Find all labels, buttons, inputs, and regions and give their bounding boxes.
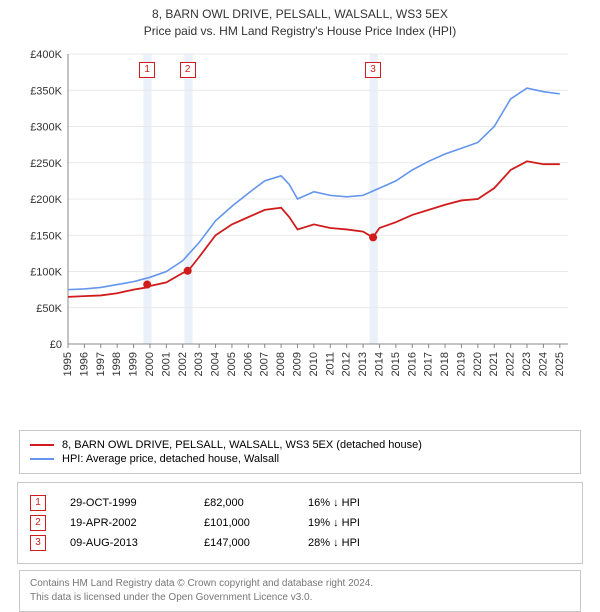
line-chart: £0 £50K £100K £150K £200K £250K £300K £350K £400…: [20, 44, 580, 394]
x-axis-label: 2006: [242, 352, 254, 376]
transaction-row: 3 09-AUG-2013 £147,000 28% ↓ HPI: [30, 535, 570, 551]
y-axis-label: £0: [50, 339, 62, 351]
x-axis-label: 1998: [111, 352, 123, 376]
y-axis-label: £200K: [30, 194, 62, 206]
x-axis-label: 1999: [128, 352, 140, 376]
x-axis-label: 2023: [521, 352, 533, 376]
x-axis-label: 2001: [160, 352, 172, 376]
marker-label: 2: [180, 62, 196, 78]
transaction-marker: 2: [30, 515, 46, 531]
x-axis-label: 2003: [193, 352, 205, 376]
x-axis-label: 2024: [537, 352, 549, 376]
transaction-marker: 3: [30, 535, 46, 551]
footer-attribution: Contains HM Land Registry data © Crown c…: [19, 570, 581, 612]
x-axis-label: 1996: [78, 352, 90, 376]
transaction-price: £101,000: [204, 517, 284, 529]
x-axis-label: 2009: [292, 352, 304, 376]
x-axis-label: 2021: [488, 352, 500, 376]
transaction-price: £147,000: [204, 537, 284, 549]
transaction-date: 29-OCT-1999: [70, 497, 180, 509]
chart-titles: 8, BARN OWL DRIVE, PELSALL, WALSALL, WS3…: [0, 0, 600, 40]
x-axis-label: 2014: [373, 352, 385, 376]
y-axis-label: £300K: [30, 121, 62, 133]
y-axis-label: £50K: [36, 302, 62, 314]
y-axis-label: £150K: [30, 230, 62, 242]
marker-dot: [369, 233, 377, 241]
y-axis-label: £400K: [30, 49, 62, 61]
legend-item: 8, BARN OWL DRIVE, PELSALL, WALSALL, WS3…: [30, 439, 570, 451]
transaction-date: 09-AUG-2013: [70, 537, 180, 549]
x-axis-label: 2008: [275, 352, 287, 376]
series-hpi: [68, 88, 560, 290]
legend: 8, BARN OWL DRIVE, PELSALL, WALSALL, WS3…: [19, 430, 581, 474]
x-axis-label: 2019: [455, 352, 467, 376]
chart-container: £0 £50K £100K £150K £200K £250K £300K £350K £400…: [20, 44, 580, 394]
title-line-1: 8, BARN OWL DRIVE, PELSALL, WALSALL, WS3…: [0, 6, 600, 23]
footer-line-1: Contains HM Land Registry data © Crown c…: [30, 577, 570, 591]
transaction-hpi: 19% ↓ HPI: [308, 517, 408, 529]
x-axis-label: 2010: [308, 352, 320, 376]
x-axis-label: 2011: [324, 352, 336, 376]
footer-line-2: This data is licensed under the Open Gov…: [30, 591, 570, 605]
marker-label: 1: [139, 62, 155, 78]
x-axis-label: 2018: [439, 352, 451, 376]
transaction-hpi: 16% ↓ HPI: [308, 497, 408, 509]
x-axis-label: 2007: [259, 352, 271, 376]
legend-label: 8, BARN OWL DRIVE, PELSALL, WALSALL, WS3…: [62, 439, 422, 451]
x-axis-label: 2004: [210, 352, 222, 376]
x-axis-label: 2000: [144, 352, 156, 376]
legend-swatch: [30, 444, 54, 446]
x-axis-label: 2002: [177, 352, 189, 376]
x-axis-label: 2015: [390, 352, 402, 376]
transaction-row: 1 29-OCT-1999 £82,000 16% ↓ HPI: [30, 495, 570, 511]
legend-label: HPI: Average price, detached house, Wals…: [62, 453, 279, 465]
transaction-price: £82,000: [204, 497, 284, 509]
transactions-table: 1 29-OCT-1999 £82,000 16% ↓ HPI 2 19-APR-2002…: [17, 482, 583, 564]
legend-swatch: [30, 458, 54, 460]
legend-item: HPI: Average price, detached house, Wals…: [30, 453, 570, 465]
x-axis-label: 2017: [423, 352, 435, 376]
marker-label: 3: [365, 62, 381, 78]
x-axis-label: 2025: [554, 352, 566, 376]
y-axis-label: £100K: [30, 266, 62, 278]
y-axis-label: £250K: [30, 157, 62, 169]
transaction-row: 2 19-APR-2002 £101,000 19% ↓ HPI: [30, 515, 570, 531]
x-axis-label: 1995: [62, 352, 74, 376]
series-property: [68, 161, 560, 297]
transaction-marker: 1: [30, 495, 46, 511]
x-axis-label: 2016: [406, 352, 418, 376]
y-axis-label: £350K: [30, 85, 62, 97]
transaction-hpi: 28% ↓ HPI: [308, 537, 408, 549]
x-axis-label: 2013: [357, 352, 369, 376]
x-axis-label: 2012: [341, 352, 353, 376]
marker-dot: [184, 266, 192, 274]
transaction-date: 19-APR-2002: [70, 517, 180, 529]
title-line-2: Price paid vs. HM Land Registry's House …: [0, 23, 600, 40]
x-axis-label: 2022: [505, 352, 517, 376]
x-axis-label: 2005: [226, 352, 238, 376]
marker-dot: [143, 280, 151, 288]
x-axis-label: 1997: [95, 352, 107, 376]
x-axis-label: 2020: [472, 352, 484, 376]
